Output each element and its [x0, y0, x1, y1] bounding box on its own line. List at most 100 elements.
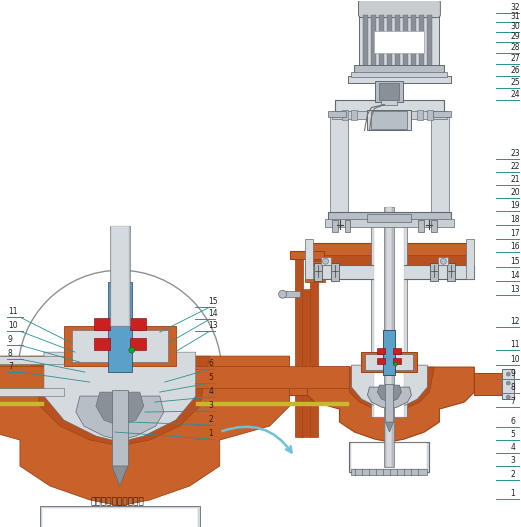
Bar: [376, 81, 403, 102]
Bar: [375, 31, 425, 53]
Bar: [381, 101, 398, 105]
Polygon shape: [386, 422, 393, 432]
Circle shape: [129, 347, 135, 353]
Circle shape: [440, 258, 446, 264]
Text: 2: 2: [209, 415, 214, 424]
Bar: [309, 243, 469, 257]
Text: 21: 21: [510, 175, 520, 184]
Circle shape: [506, 372, 510, 376]
Bar: [130, 338, 146, 350]
Bar: [395, 15, 401, 71]
Bar: [430, 264, 438, 281]
Text: 3: 3: [209, 401, 214, 410]
Bar: [375, 217, 404, 417]
Text: 24: 24: [510, 90, 520, 99]
Bar: [111, 226, 129, 326]
Bar: [362, 352, 417, 372]
Bar: [371, 217, 407, 417]
Polygon shape: [196, 402, 350, 406]
Polygon shape: [30, 356, 209, 446]
Text: 7: 7: [510, 397, 515, 406]
Text: 4: 4: [510, 443, 515, 452]
Polygon shape: [112, 466, 128, 486]
Text: 23: 23: [510, 150, 520, 159]
Polygon shape: [367, 387, 412, 409]
Text: 1: 1: [209, 429, 214, 438]
Text: 31: 31: [510, 12, 520, 21]
Bar: [325, 219, 454, 227]
Bar: [305, 274, 325, 282]
Bar: [320, 257, 330, 265]
Text: 11: 11: [510, 340, 520, 349]
Text: 10: 10: [8, 321, 18, 330]
Polygon shape: [72, 330, 168, 362]
Bar: [419, 15, 425, 71]
Bar: [388, 15, 392, 71]
Bar: [379, 15, 384, 71]
Text: 3: 3: [510, 456, 515, 465]
Bar: [448, 264, 455, 281]
Circle shape: [18, 270, 221, 474]
Text: 9: 9: [8, 335, 13, 344]
Bar: [377, 358, 386, 364]
Bar: [328, 212, 451, 220]
Text: 2: 2: [510, 470, 515, 479]
Bar: [352, 443, 427, 469]
Text: 15: 15: [209, 297, 218, 306]
Text: 9: 9: [510, 369, 515, 378]
Bar: [474, 373, 504, 395]
Bar: [427, 15, 432, 71]
Bar: [348, 75, 451, 83]
Bar: [42, 508, 197, 527]
Text: 6: 6: [510, 417, 515, 426]
Circle shape: [322, 258, 329, 264]
Bar: [383, 330, 395, 375]
Text: 25: 25: [510, 77, 520, 86]
Bar: [427, 111, 433, 121]
Circle shape: [506, 381, 510, 385]
Bar: [334, 101, 444, 112]
Bar: [331, 220, 338, 232]
Bar: [431, 220, 437, 232]
Text: 19: 19: [510, 201, 520, 210]
Bar: [354, 64, 444, 73]
Bar: [350, 442, 429, 472]
Text: 14: 14: [209, 309, 218, 318]
Bar: [371, 112, 407, 130]
Bar: [403, 15, 408, 71]
Bar: [130, 318, 146, 330]
Polygon shape: [0, 366, 64, 388]
Bar: [329, 115, 348, 217]
Polygon shape: [344, 367, 435, 412]
Bar: [275, 373, 306, 395]
Bar: [418, 220, 425, 232]
Bar: [94, 318, 110, 330]
Text: 14: 14: [510, 271, 520, 280]
Polygon shape: [96, 392, 144, 426]
Text: 15: 15: [510, 257, 520, 266]
Bar: [431, 115, 449, 217]
Polygon shape: [0, 356, 64, 364]
Bar: [314, 264, 321, 281]
Bar: [412, 15, 416, 71]
Text: 8: 8: [8, 349, 13, 358]
Bar: [265, 369, 277, 399]
Circle shape: [393, 362, 398, 366]
Text: 13: 13: [209, 321, 218, 330]
Text: 28: 28: [510, 43, 520, 52]
Text: 22: 22: [510, 162, 520, 171]
Text: 1: 1: [510, 489, 515, 498]
Circle shape: [279, 290, 287, 298]
Bar: [371, 15, 377, 71]
Text: 液下泵底部局部放大图: 液下泵底部局部放大图: [91, 497, 145, 506]
Polygon shape: [64, 326, 176, 366]
Bar: [365, 354, 413, 370]
Text: 8: 8: [510, 383, 515, 392]
FancyBboxPatch shape: [358, 0, 440, 17]
Bar: [438, 257, 449, 265]
Text: 11: 11: [8, 307, 18, 316]
Bar: [387, 207, 392, 467]
Bar: [433, 112, 451, 118]
Text: 18: 18: [510, 216, 520, 225]
Polygon shape: [44, 352, 196, 442]
